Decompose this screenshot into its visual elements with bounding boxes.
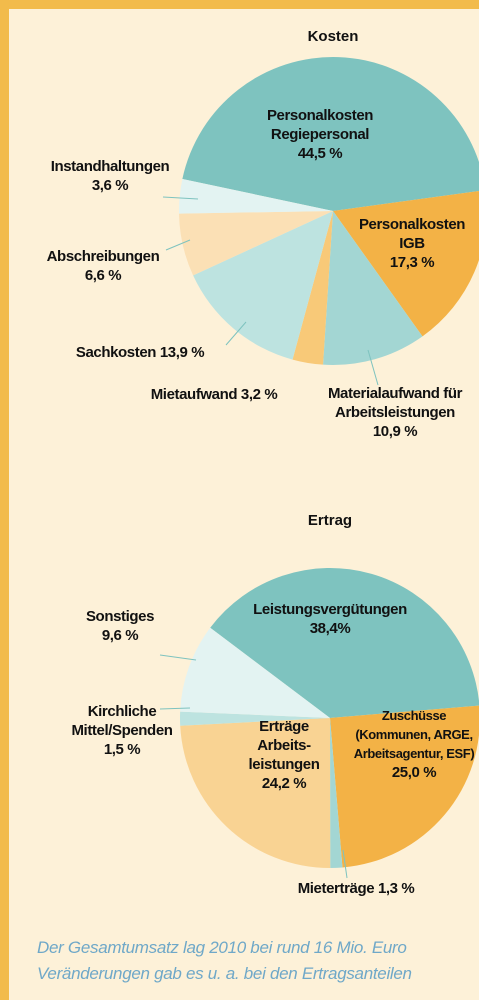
category-label: Mieterträge — [297, 880, 375, 897]
slice-label: Personalkosten IGB 17,3 % — [353, 215, 471, 272]
footnote: Der Gesamtumsatz lag 2010 bei rund 16 Mi… — [37, 938, 407, 957]
value-label: 1,5 % — [103, 741, 141, 758]
category-label: Sachkosten — [75, 344, 157, 361]
pie-slice — [179, 211, 333, 276]
category-label: Mietaufwand — [150, 386, 238, 403]
value-label: 3,2 % — [240, 386, 278, 403]
slice-label: Materialaufwand für Arbeitsleistungen 10,… — [308, 384, 479, 441]
pie-slice — [193, 211, 333, 360]
leader-line — [159, 654, 197, 661]
slice-label: Personalkosten Regiepersonal 44,5 % — [245, 106, 395, 163]
leader-line — [225, 321, 247, 346]
slice-label: Sachkosten 13,9 % — [75, 343, 205, 362]
slice-label: Kirchliche Mittel/Spenden 1,5 % — [62, 702, 182, 759]
value-label: 17,3 % — [389, 254, 435, 271]
slice-label: Zuschüsse (Kommunen, ARGE, Arbeitsagentu… — [350, 706, 478, 782]
category-label: Abschreibungen — [46, 248, 160, 265]
leader-line — [165, 239, 191, 251]
slice-label: Erträge Arbeits-leistungen 24,2 % — [241, 717, 327, 793]
slice-label: Mieterträge 1,3 % — [298, 879, 415, 898]
pie-slice — [292, 211, 333, 365]
value-label: 6,6 % — [84, 267, 122, 284]
slice-label: Mietaufwand 3,2 % — [151, 385, 278, 404]
chart-title: Kosten — [307, 28, 359, 45]
pie-slice — [323, 211, 423, 366]
category-label: Kirchliche Mittel/Spenden — [71, 703, 173, 739]
category-label: Personalkosten Regiepersonal — [266, 107, 374, 143]
value-label: 24,2 % — [261, 775, 307, 792]
slice-label: Leistungsvergütungen 38,4% — [230, 600, 430, 638]
category-label: Zuschüsse (Kommunen, ARGE, Arbeitsagentu… — [353, 708, 475, 761]
pie-slice — [330, 705, 479, 868]
leader-line — [367, 349, 379, 386]
slice-label: Sonstiges 9,6 % — [70, 607, 170, 645]
pie-slice — [330, 718, 343, 868]
footnote: Veränderungen gab es u. a. bei den Ertra… — [37, 964, 412, 983]
value-label: 3,6 % — [91, 177, 129, 194]
value-label: 10,9 % — [372, 423, 418, 440]
slice-label: Instandhaltungen 3,6 % — [35, 157, 185, 195]
category-label: Materialaufwand für Arbeitsleistungen — [327, 385, 463, 421]
category-label: Leistungsvergütungen — [253, 601, 407, 618]
value-label: 1,3 % — [377, 880, 415, 897]
slice-label: Abschreibungen 6,6 % — [33, 247, 173, 285]
category-label: Instandhaltungen — [50, 158, 170, 175]
value-label: 9,6 % — [101, 627, 139, 644]
pie-slice — [182, 57, 479, 211]
pie-slice — [333, 191, 479, 337]
value-label: 44,5 % — [297, 145, 343, 162]
leader-line — [342, 849, 348, 879]
category-label: Erträge Arbeits-leistungen — [248, 718, 320, 773]
leader-line — [162, 196, 199, 200]
value-label: 25,0 % — [391, 764, 437, 781]
value-label: 38,4% — [309, 620, 351, 637]
pie-slice — [179, 178, 333, 214]
pie-slice — [180, 711, 330, 726]
category-label: Sonstiges — [85, 608, 155, 625]
pie-slice — [210, 568, 479, 718]
category-label: Personalkosten IGB — [358, 216, 466, 252]
pie-slice — [180, 718, 331, 868]
pie-slice — [180, 627, 330, 718]
value-label: 13,9 % — [159, 344, 205, 361]
chart-title: Ertrag — [307, 512, 353, 529]
leader-line — [159, 707, 191, 710]
